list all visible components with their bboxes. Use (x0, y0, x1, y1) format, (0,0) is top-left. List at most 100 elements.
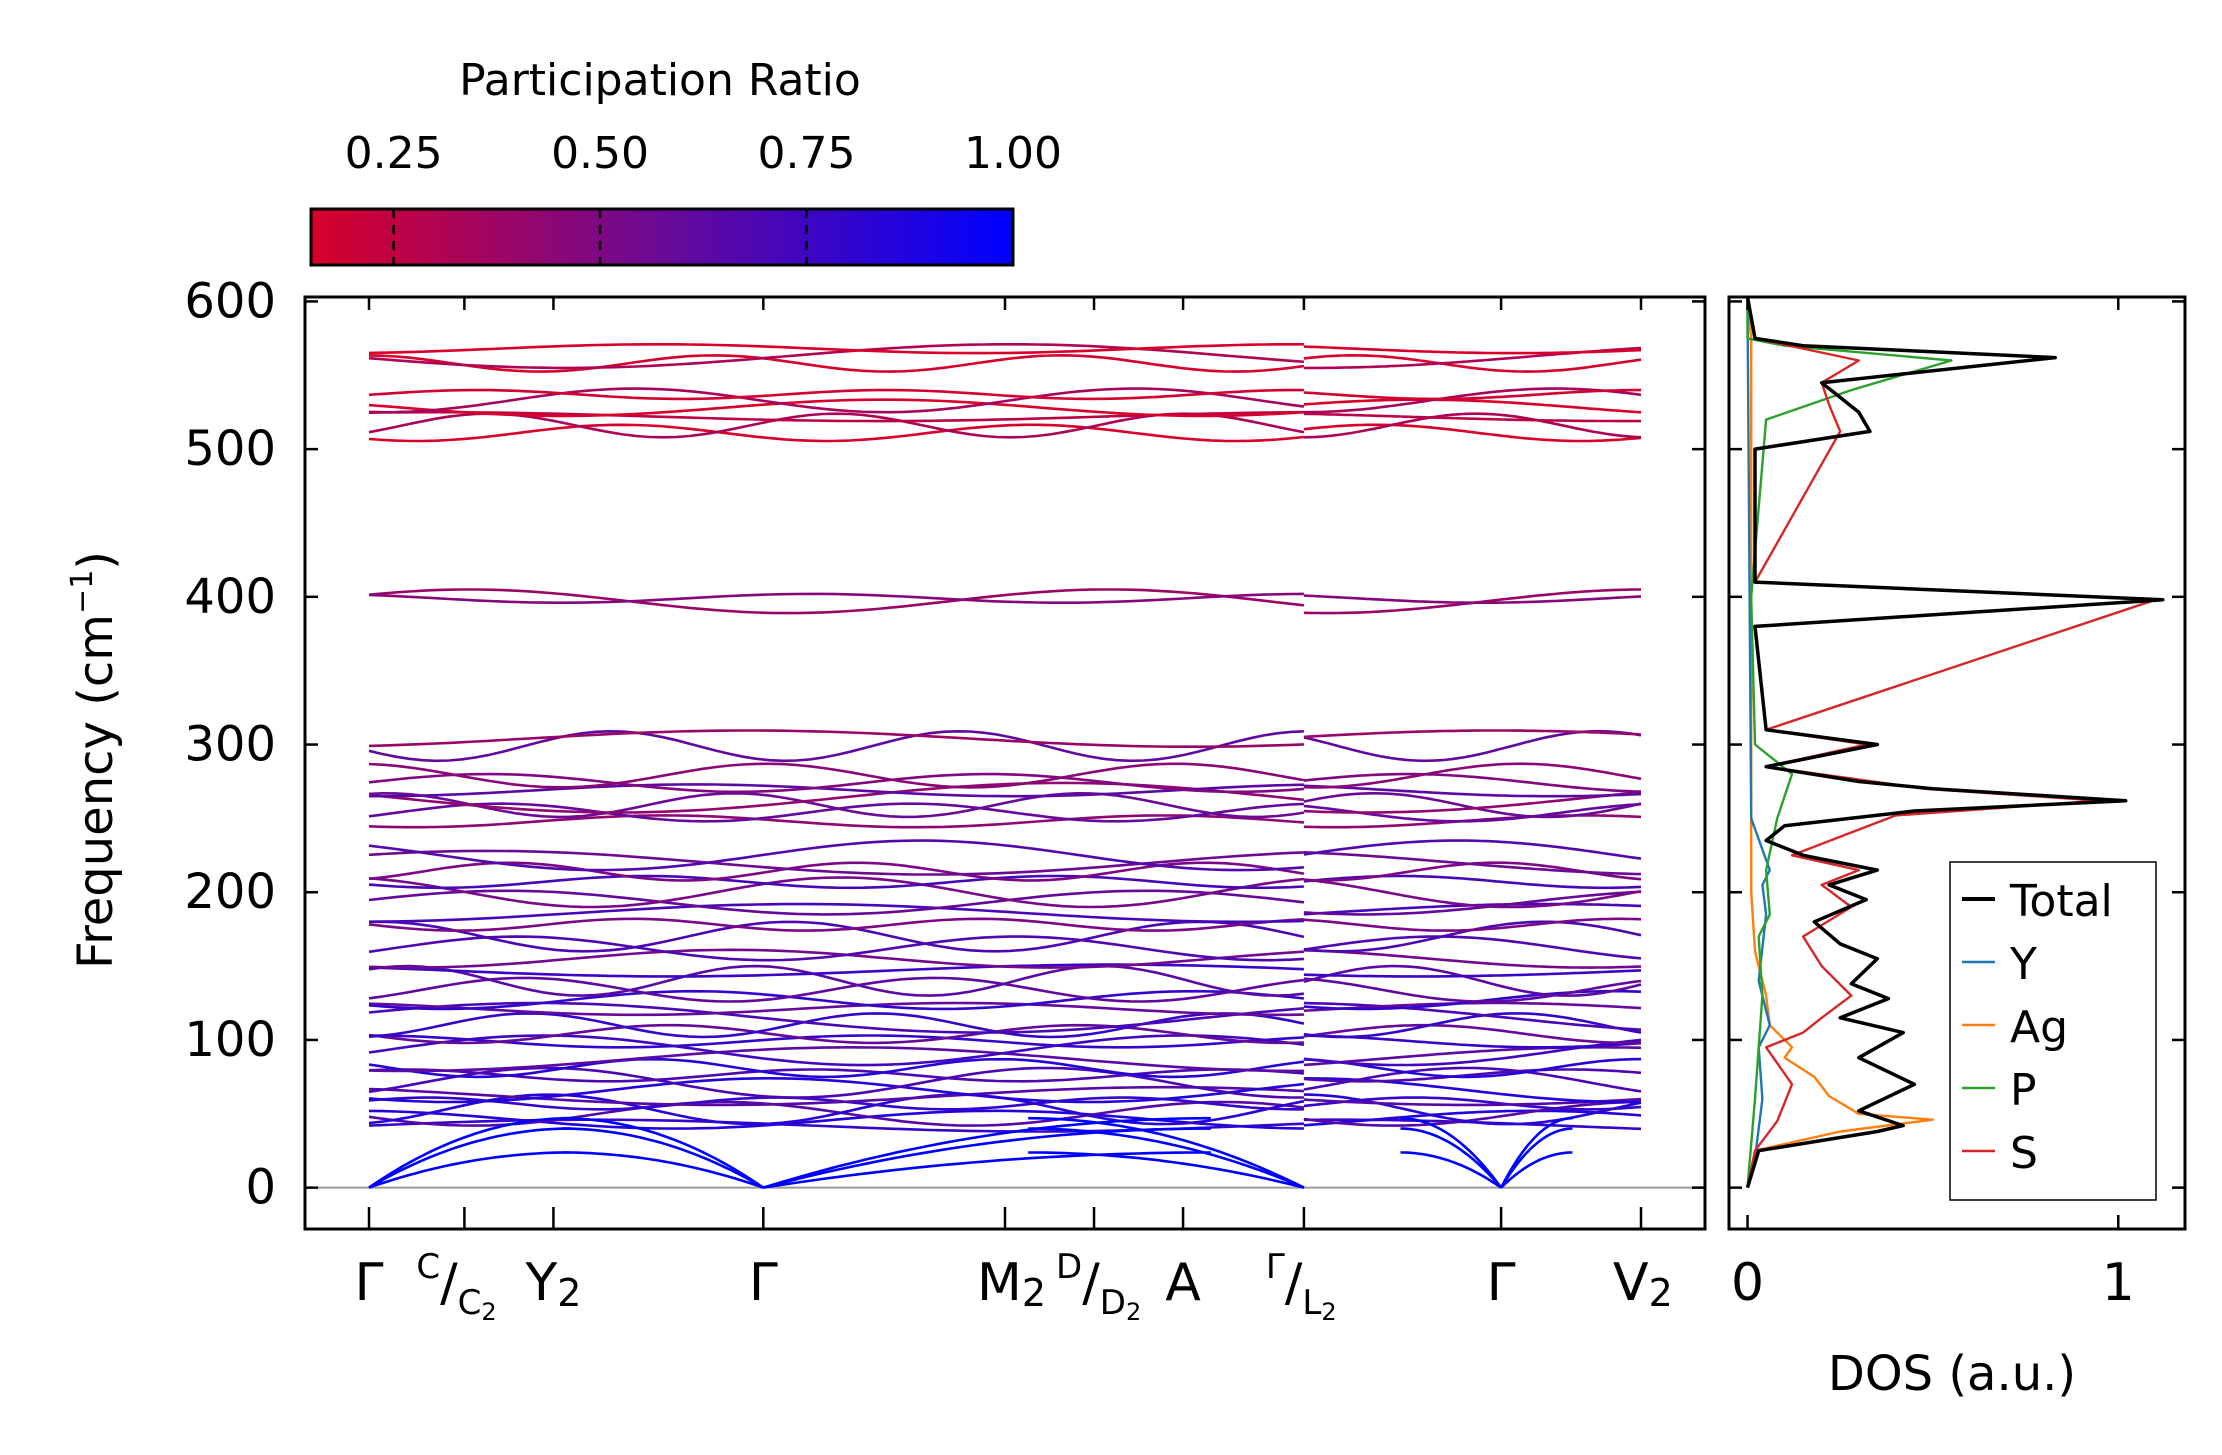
optical-band (368, 917, 1304, 932)
optical-band (368, 920, 1305, 953)
optical-band (1303, 1023, 1642, 1045)
optical-band (1303, 1001, 1642, 1031)
optical-band (368, 1093, 1305, 1126)
dos-plot-frame (1727, 295, 2187, 1231)
colorbar-tick-label: 0.25 (345, 128, 443, 179)
legend: Total Y Ag PS (1949, 861, 2157, 1201)
acoustic-band (1400, 1127, 1503, 1189)
optical-band (1303, 412, 1642, 423)
legend-label: Total (2009, 876, 2113, 927)
optical-band (1303, 772, 1642, 793)
y-tick-label: 500 (184, 421, 276, 477)
optical-band (368, 1068, 1305, 1083)
optical-band (368, 874, 1304, 890)
optical-band (368, 814, 1304, 829)
k-point-label: Γ (749, 1253, 778, 1313)
optical-band (1303, 964, 1642, 997)
legend-label: Y (2009, 939, 2037, 990)
optical-band (1303, 423, 1642, 443)
optical-band (368, 729, 1304, 748)
optical-band (368, 889, 1305, 916)
dos-line-p (1746, 297, 1953, 1188)
optical-band (368, 343, 1304, 355)
optical-band (1303, 1068, 1642, 1083)
acoustic-band (562, 1127, 764, 1189)
optical-band (1303, 851, 1642, 876)
k-point-label-gamma-l2: Γ/L2 (1266, 1247, 1337, 1326)
optical-band (368, 588, 1305, 615)
optical-band (368, 1100, 1305, 1127)
optical-band (1303, 762, 1642, 789)
optical-band (368, 592, 1304, 604)
dos-x-axis-label: DOS (a.u.) (1828, 1346, 2076, 1402)
optical-band (1303, 1012, 1642, 1039)
acoustic-band (1028, 1116, 1305, 1189)
legend-label: S (2010, 1128, 2038, 1179)
dos-line-s (1746, 296, 2157, 1188)
optical-band (368, 423, 1305, 443)
optical-band (368, 839, 1304, 872)
optical-band (1303, 977, 1642, 1003)
optical-band (368, 1076, 1305, 1104)
acoustic-band (1499, 1116, 1573, 1189)
acoustic-band (1028, 1127, 1305, 1189)
colorbar-bar (309, 207, 1015, 267)
optical-band (1303, 1100, 1641, 1127)
legend-box (1949, 861, 2157, 1201)
optical-band (368, 1066, 1304, 1099)
optical-band (1303, 588, 1641, 615)
acoustic-band (562, 1151, 764, 1189)
acoustic-band (368, 1127, 571, 1189)
optical-band (368, 1045, 1304, 1073)
acoustic-band (1400, 1116, 1503, 1189)
optical-band (368, 964, 1305, 997)
optical-band (1303, 1001, 1642, 1012)
dos-line-total (1745, 296, 2165, 1189)
k-point-label-y2: Y2 (524, 1253, 581, 1315)
optical-band (1303, 594, 1642, 604)
optical-band (368, 948, 1304, 969)
optical-band (368, 729, 1304, 763)
optical-band (1303, 890, 1642, 916)
optical-band (1303, 839, 1642, 860)
y-tick-label: 100 (184, 1012, 276, 1068)
acoustic-band (368, 1151, 571, 1189)
optical-band (1303, 729, 1642, 739)
optical-band (368, 902, 1304, 924)
k-point-label: Γ (355, 1253, 384, 1313)
y-tick-label: 0 (245, 1160, 276, 1216)
optical-band (368, 1034, 1305, 1067)
acoustic-band (562, 1116, 765, 1189)
optical-band (1303, 784, 1642, 798)
optical-band (1303, 1096, 1642, 1111)
dos-line-y (1746, 297, 1771, 1188)
optical-band (1303, 790, 1642, 814)
y-tick-label: 400 (184, 569, 276, 625)
k-point-label: A (1165, 1253, 1201, 1313)
optical-band (369, 783, 1304, 798)
optical-band (1303, 1066, 1642, 1093)
colorbar: Participation Ratio 0.25 0.50 0.75 1.00 (309, 55, 1062, 267)
optical-band (1303, 874, 1642, 890)
optical-band (368, 353, 1305, 373)
optical-band (1303, 969, 1642, 978)
acoustic-band (1400, 1151, 1502, 1189)
k-point-label-m2: M2 (977, 1253, 1046, 1315)
optical-band (368, 976, 1305, 1003)
legend-label: P (2010, 1065, 2037, 1116)
optical-band (1303, 398, 1642, 414)
optical-band (368, 1034, 1304, 1049)
acoustic-band (368, 1116, 571, 1189)
colorbar-tick-label: 1.00 (964, 128, 1062, 179)
dos-x-tick-label: 0 (1731, 1253, 1764, 1313)
y-tick-label: 300 (184, 717, 276, 773)
optical-band (368, 989, 1305, 1011)
optical-band (368, 388, 1304, 401)
optical-band (368, 876, 1305, 909)
acoustic-band (763, 1151, 1211, 1189)
optical-band (1303, 388, 1641, 401)
optical-band (1303, 935, 1642, 960)
optical-band (1303, 345, 1642, 355)
acoustic-band (1500, 1127, 1573, 1189)
optical-band (1303, 353, 1642, 373)
